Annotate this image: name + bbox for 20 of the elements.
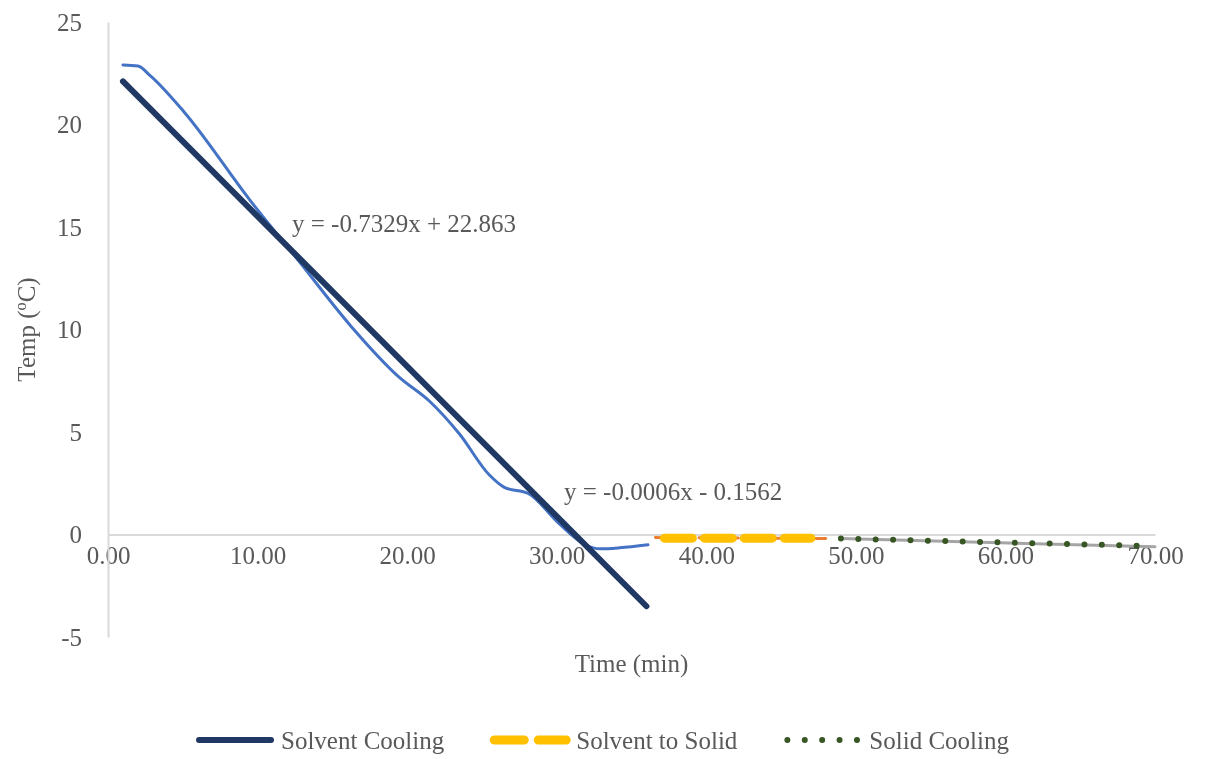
annotation: y = -0.0006x - 0.1562 (564, 477, 783, 505)
y-tick-label: 20 (57, 111, 82, 138)
y-tick-label: 15 (57, 213, 82, 241)
x-tick-label: 50.00 (828, 542, 885, 570)
x-tick-label: 40.00 (678, 542, 735, 570)
x-tick-label: 30.00 (529, 542, 586, 570)
x-tick-label: 20.00 (379, 542, 436, 570)
y-tick-label: 5 (69, 418, 82, 446)
y-tick-label: 0 (69, 521, 82, 548)
x-tick-label: 60.00 (977, 542, 1035, 570)
legend-label: Solvent to Solid (576, 726, 738, 754)
y-tick-label: 10 (57, 316, 82, 343)
legend-label: Solid Cooling (869, 726, 1010, 754)
legend-label: Solvent Cooling (281, 726, 445, 754)
x-tick-label: 10.00 (229, 542, 287, 570)
y-tick-label: 25 (57, 8, 82, 36)
x-tick-label: 70.00 (1127, 542, 1184, 570)
annotation: y = -0.7329x + 22.863 (292, 209, 517, 237)
y-tick-label: -5 (61, 623, 82, 651)
x-axis-title: Time (min) (574, 650, 689, 678)
